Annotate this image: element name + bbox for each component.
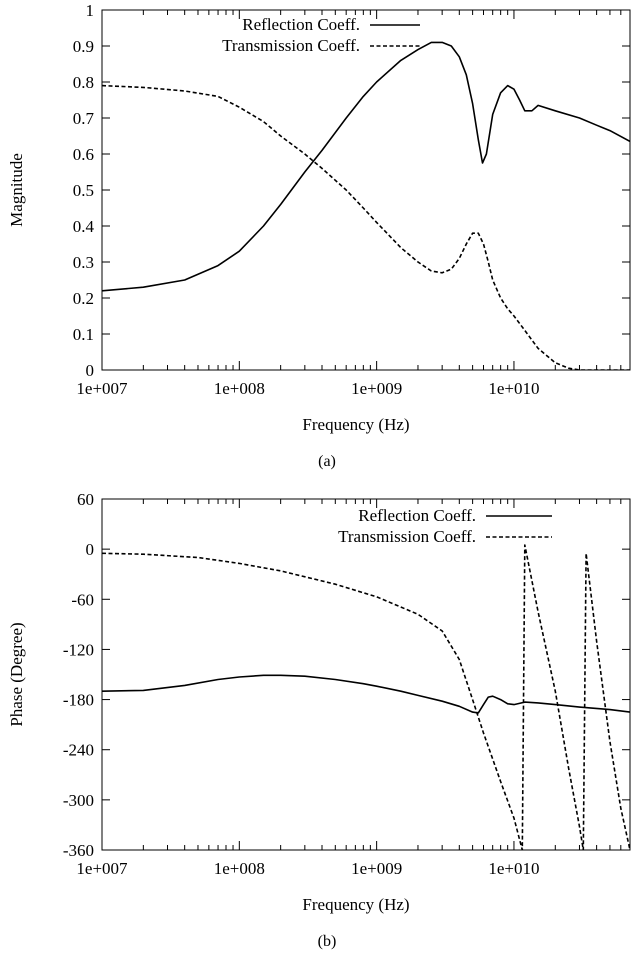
y-tick-label: -120: [63, 640, 94, 659]
y-tick-label: 0.1: [73, 325, 94, 344]
series-a: [102, 41, 630, 370]
legend-b: Reflection Coeff. Transmission Coeff.: [338, 506, 552, 546]
x-tick-label: 1e+008: [214, 379, 265, 398]
series-b: [102, 544, 630, 850]
magnitude-chart: 0 0.1 0.2 0.3 0.4 0.5 0.6 0.7 0.8 0.9 1 1e+007 1e+00…: [7, 1, 631, 470]
y-tick-label: 0.8: [73, 73, 94, 92]
y-axis-label-a: Magnitude: [7, 153, 26, 227]
legend-entry-label: Reflection Coeff.: [358, 506, 476, 525]
y-tick-label: 0.5: [73, 181, 94, 200]
y-tick-label: -360: [63, 841, 94, 860]
y-axis-label-b: Phase (Degree): [7, 622, 26, 726]
y-tick-label: -60: [71, 590, 94, 609]
ticks-a: 0 0.1 0.2 0.3 0.4 0.5 0.6 0.7 0.8 0.9 1 1e+007 1e+00…: [73, 1, 630, 398]
y-tick-label: 0: [86, 540, 95, 559]
transmission-series-line: [102, 544, 630, 850]
legend-entry-label: Transmission Coeff.: [222, 36, 360, 55]
y-tick-label: 0.3: [73, 253, 94, 272]
legend-entry-label: Reflection Coeff.: [242, 15, 360, 34]
x-tick-label: 1e+009: [351, 379, 402, 398]
x-tick-label: 1e+007: [76, 379, 128, 398]
x-axis-label-b: Frequency (Hz): [302, 895, 409, 914]
x-tick-label: 1e+010: [488, 859, 539, 878]
y-tick-label: 0.7: [73, 109, 95, 128]
y-tick-label: 0.4: [73, 217, 95, 236]
y-tick-label: 0.9: [73, 37, 94, 56]
x-tick-label: 1e+008: [214, 859, 265, 878]
legend-entry-label: Transmission Coeff.: [338, 527, 476, 546]
legend-a: Reflection Coeff. Transmission Coeff.: [222, 15, 420, 55]
y-tick-label: 1: [86, 1, 95, 20]
y-tick-label: -300: [63, 791, 94, 810]
x-axis-label-a: Frequency (Hz): [302, 415, 409, 434]
caption-a: (a): [318, 453, 336, 470]
x-tick-label: 1e+010: [488, 379, 539, 398]
y-tick-label: -240: [63, 741, 94, 760]
y-tick-label: 0.6: [73, 145, 94, 164]
x-tick-label: 1e+009: [351, 859, 402, 878]
plot-frame-b: [101, 498, 631, 851]
y-tick-label: 0.2: [73, 289, 94, 308]
y-tick-label: 60: [77, 490, 94, 509]
plot-frame-a: [101, 9, 631, 371]
caption-b: (b): [318, 933, 337, 950]
reflection-series-line: [102, 674, 630, 714]
y-tick-label: 0: [86, 361, 95, 380]
y-tick-label: -180: [63, 691, 94, 710]
reflection-series-line: [102, 41, 630, 292]
transmission-series-line: [102, 84, 630, 370]
x-tick-label: 1e+007: [76, 859, 128, 878]
